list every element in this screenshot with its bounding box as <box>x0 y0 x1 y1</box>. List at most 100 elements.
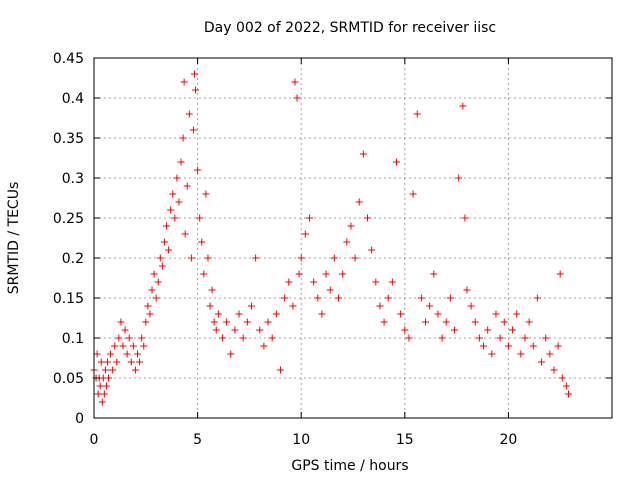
data-point <box>146 310 154 318</box>
data-point <box>102 382 110 390</box>
data-point <box>202 190 210 198</box>
data-point <box>397 310 405 318</box>
data-point <box>500 318 508 326</box>
data-point <box>376 302 384 310</box>
data-point <box>556 270 564 278</box>
data-point <box>227 350 235 358</box>
data-point <box>480 342 488 350</box>
data-point <box>426 302 434 310</box>
data-point <box>355 198 363 206</box>
data-point <box>100 390 108 398</box>
data-point <box>156 254 164 262</box>
data-point <box>142 318 150 326</box>
data-point <box>438 334 446 342</box>
data-point <box>177 158 185 166</box>
x-tick-label: 10 <box>292 432 310 448</box>
data-point <box>93 350 101 358</box>
data-point <box>127 358 135 366</box>
data-point <box>167 206 175 214</box>
data-point <box>150 270 158 278</box>
data-point <box>264 318 272 326</box>
data-point <box>301 230 309 238</box>
data-point <box>297 254 305 262</box>
x-tick-label: 0 <box>90 432 99 448</box>
data-point <box>109 366 117 374</box>
data-point <box>252 254 260 262</box>
data-point <box>268 334 276 342</box>
data-point <box>111 342 119 350</box>
data-point <box>214 310 222 318</box>
data-point <box>212 326 220 334</box>
data-point <box>334 294 342 302</box>
data-point <box>171 214 179 222</box>
data-point <box>517 350 525 358</box>
y-tick-label: 0.4 <box>62 91 84 107</box>
data-point <box>117 318 125 326</box>
data-point <box>181 230 189 238</box>
data-point <box>430 270 438 278</box>
data-point <box>107 350 115 358</box>
data-point <box>413 110 421 118</box>
data-point <box>461 214 469 222</box>
data-point <box>134 350 142 358</box>
data-point <box>218 334 226 342</box>
data-point <box>113 358 121 366</box>
data-point <box>380 318 388 326</box>
data-point <box>148 286 156 294</box>
data-point <box>351 254 359 262</box>
data-point <box>281 294 289 302</box>
data-point <box>455 174 463 182</box>
data-point <box>562 382 570 390</box>
data-point <box>525 318 533 326</box>
data-point <box>446 294 454 302</box>
y-tick-label: 0.2 <box>62 251 84 267</box>
data-point <box>115 334 123 342</box>
data-point <box>405 334 413 342</box>
data-point <box>185 110 193 118</box>
data-point <box>152 294 160 302</box>
data-point <box>293 94 301 102</box>
y-tick-label: 0.45 <box>53 51 84 67</box>
y-tick-label: 0.3 <box>62 171 84 187</box>
data-point <box>239 334 247 342</box>
data-point <box>339 270 347 278</box>
y-tick-label: 0 <box>75 411 84 427</box>
plot-frame <box>93 57 613 419</box>
data-point <box>289 302 297 310</box>
data-point <box>291 78 299 86</box>
data-point <box>314 294 322 302</box>
data-point <box>542 334 550 342</box>
y-tick-label: 0.25 <box>53 211 84 227</box>
data-point <box>546 350 554 358</box>
data-point <box>318 310 326 318</box>
data-point <box>422 318 430 326</box>
data-point <box>175 198 183 206</box>
data-point <box>163 222 171 230</box>
data-point <box>194 166 202 174</box>
data-point <box>434 310 442 318</box>
data-point <box>459 102 467 110</box>
data-point <box>550 366 558 374</box>
data-point <box>554 342 562 350</box>
data-point <box>295 270 303 278</box>
data-point <box>521 334 529 342</box>
data-point <box>206 302 214 310</box>
data-point <box>192 86 200 94</box>
data-point <box>97 358 105 366</box>
data-point <box>183 182 191 190</box>
data-point <box>196 214 204 222</box>
data-point <box>140 342 148 350</box>
x-tick-label: 5 <box>193 432 202 448</box>
data-point <box>467 302 475 310</box>
scatter-points <box>90 70 572 406</box>
data-point <box>101 366 109 374</box>
data-point <box>243 318 251 326</box>
data-point <box>538 358 546 366</box>
data-point <box>190 70 198 78</box>
data-point <box>129 342 137 350</box>
data-point <box>272 310 280 318</box>
data-point <box>160 238 168 246</box>
data-point <box>96 382 104 390</box>
data-point <box>123 350 131 358</box>
